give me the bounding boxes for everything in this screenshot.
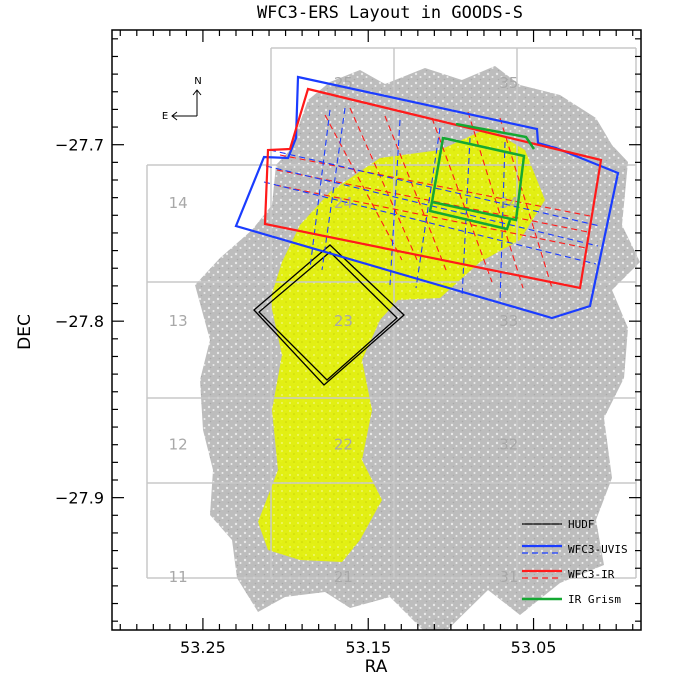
y-tick-label: −27.9 <box>55 489 104 508</box>
legend-label: IR Grism <box>568 593 621 606</box>
legend-label: HUDF <box>568 518 595 531</box>
y-tick-label: −27.8 <box>55 312 104 331</box>
wfc3-uvis-outline <box>234 75 620 320</box>
tile-label: 13 <box>169 312 188 330</box>
legend-item: WFC3-UVIS <box>522 543 628 556</box>
wfc3-ir-outline <box>263 87 603 290</box>
tile-label: 34 <box>499 194 518 212</box>
tile-label: 24 <box>334 194 353 212</box>
tile-label: 35 <box>499 74 518 92</box>
tile-label: 22 <box>334 436 353 454</box>
wfc3-uvis-dashed-pointings <box>263 107 601 303</box>
legend-item: HUDF <box>522 518 595 531</box>
tile-label: 43 <box>665 312 680 330</box>
tile-label: 11 <box>169 568 188 586</box>
x-tick-label: 53.25 <box>180 638 226 657</box>
x-axis-label: RA <box>365 657 388 677</box>
axis-ticks <box>112 30 641 630</box>
y-axis-label: DEC <box>15 314 35 350</box>
x-tick-label: 53.15 <box>345 638 391 657</box>
legend-label: WFC3-IR <box>568 568 615 581</box>
y-tick-label: −27.7 <box>55 136 104 155</box>
tile-label: 14 <box>169 194 188 212</box>
tile-label: 33 <box>499 312 518 330</box>
tile-label: 45 <box>665 74 680 92</box>
compass <box>171 89 202 121</box>
legend-item: IR Grism <box>522 593 621 606</box>
tile-label: 31 <box>499 568 518 586</box>
plot-frame <box>111 29 642 631</box>
chart-title: WFC3-ERS Layout in GOODS-S <box>257 3 523 23</box>
legend: HUDF WFC3-UVIS WFC3-IR IR Grism <box>522 518 628 606</box>
compass-east-label: E <box>162 111 168 122</box>
wfc3-ir-dashed-pointings <box>274 107 591 289</box>
tile-label: 32 <box>499 436 518 454</box>
ir-grism-outline <box>428 122 536 231</box>
legend-item: WFC3-IR <box>522 568 615 581</box>
tile-label: 12 <box>169 436 188 454</box>
tile-label: 23 <box>334 312 353 330</box>
tile-label: 21 <box>334 568 353 586</box>
tick-labels: 53.25 53.15 53.05 −27.7 −27.8 −27.9 <box>55 136 556 657</box>
hudf-footprint <box>253 244 405 386</box>
legend-label: WFC3-UVIS <box>568 543 628 556</box>
tile-label: 42 <box>665 436 680 454</box>
x-tick-label: 53.05 <box>511 638 557 657</box>
compass-north-label: N <box>194 76 201 87</box>
